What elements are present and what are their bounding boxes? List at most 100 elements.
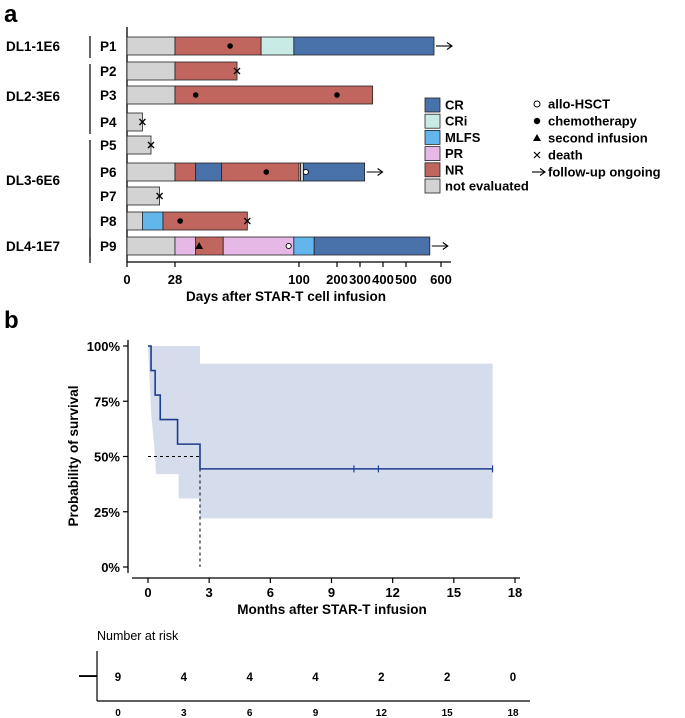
b-x-tick-label: 6 — [267, 585, 274, 600]
survival-curve — [148, 345, 493, 470]
b-x-tick-label: 3 — [206, 585, 213, 600]
legend-symbol-arrow — [532, 168, 546, 176]
allo-hsct-marker — [285, 242, 292, 250]
risk-table-x-tick-label: 6 — [247, 708, 253, 718]
a-patient-label: P3 — [100, 88, 117, 103]
a-bar-segment — [293, 236, 315, 256]
legend-swatch-cr — [424, 97, 441, 113]
risk-count: 0 — [510, 672, 516, 684]
a-patient-label: P1 — [100, 39, 117, 54]
chemotherapy-marker — [177, 218, 183, 224]
b-y-tick-label: 50% — [94, 450, 120, 465]
legend-swatch-mlfs — [424, 129, 441, 145]
legend-label: second infusion — [548, 131, 648, 146]
panel-b-x-axis-label: Months after STAR-T infusion — [237, 602, 426, 617]
a-bar-segment — [126, 162, 176, 182]
follow-up-arrow — [431, 242, 449, 250]
a-patient-label: P8 — [100, 214, 117, 229]
death-marker — [243, 217, 251, 225]
risk-table-x-tick-label: 12 — [376, 708, 388, 718]
risk-count: 4 — [312, 672, 319, 684]
a-patient-label: P7 — [100, 189, 117, 204]
b-y-tick-label: 100% — [87, 339, 121, 354]
a-bar-segment — [162, 211, 248, 231]
a-group-label: DL3-6E6 — [6, 173, 61, 188]
legend-label: chemotherapy — [548, 114, 638, 129]
legend-label: not evaluated — [445, 179, 529, 194]
panel-a-swimmer-plot: 0 28 100 200 300 400 500 600 DL1-1E6 DL2-3E6 DL3-6… — [6, 27, 453, 287]
risk-table-strata-symbol: — — [79, 665, 97, 685]
panel-a-label: a — [4, 1, 18, 28]
confidence-interval-band — [148, 346, 493, 519]
chemotherapy-marker — [227, 43, 233, 49]
legend-label: PR — [445, 146, 464, 161]
risk-table-x-tick-label: 18 — [507, 708, 519, 718]
a-bar-segment — [174, 85, 374, 105]
a-x-tick-label: 28 — [168, 272, 182, 287]
legend-label: CR — [445, 98, 464, 113]
legend-symbol-allo-hsct — [533, 100, 541, 108]
chemotherapy-marker — [192, 92, 199, 98]
death-marker — [233, 67, 241, 75]
a-bar-segment — [221, 162, 300, 182]
death-marker — [147, 141, 155, 149]
a-group-label: DL2-3E6 — [6, 89, 61, 104]
b-y-tick-label: 0% — [101, 560, 120, 575]
a-bar-segment — [126, 112, 143, 132]
a-bar-segment — [126, 135, 152, 155]
second-infusion-marker — [195, 242, 204, 249]
legend-swatch-pr — [424, 146, 441, 162]
a-bar-segment — [174, 236, 197, 256]
a-x-tick-label: 200 — [326, 272, 348, 287]
panel-a-x-axis-label: Days after STAR-T cell infusion — [186, 289, 386, 304]
b-x-tick-label: 18 — [508, 585, 522, 600]
a-bar-segment — [174, 36, 262, 56]
b-x-tick-label: 0 — [144, 585, 151, 600]
risk-count: 2 — [378, 672, 384, 684]
death-marker — [156, 192, 164, 200]
legend-label: follow-up ongoing — [548, 165, 661, 180]
a-patient-label: P6 — [100, 165, 117, 180]
risk-table-x-tick-label: 3 — [181, 708, 187, 718]
legend-label: death — [548, 148, 583, 163]
risk-table-title: Number at risk — [97, 629, 179, 643]
b-x-tick-label: 12 — [385, 585, 399, 600]
legend-symbol-death — [533, 151, 541, 159]
b-y-tick-label: 25% — [94, 505, 120, 520]
chemotherapy-marker — [334, 92, 340, 98]
legend-label: CRi — [445, 114, 467, 129]
a-bar-segment — [260, 36, 295, 56]
a-x-tick-label: 300 — [349, 272, 371, 287]
panel-b-label: b — [4, 307, 19, 334]
chemotherapy-marker — [263, 169, 270, 175]
a-bar-segment — [174, 61, 238, 81]
risk-table: — 9 4 4 4 2 2 0 0 3 6 9 12 15 18 — [79, 651, 530, 718]
a-bar-segment — [174, 162, 197, 182]
legend-symbol-second-infusion — [533, 134, 541, 141]
death-marker — [138, 118, 146, 126]
a-x-tick-label: 600 — [430, 272, 452, 287]
risk-table-x-tick-label: 9 — [313, 708, 319, 718]
a-patient-label: P9 — [100, 239, 117, 254]
risk-count: 4 — [246, 672, 253, 684]
a-bar-segment — [293, 36, 435, 56]
a-bar-segment — [126, 85, 176, 105]
risk-table-x-tick-label: 15 — [442, 708, 454, 718]
a-bar-segment — [195, 162, 222, 182]
a-bar-segment — [126, 61, 176, 81]
legend-swatch-nr — [424, 162, 441, 178]
a-bar-segment — [313, 236, 431, 256]
a-bar-segment — [126, 36, 176, 56]
legend-symbol-chemotherapy — [533, 117, 541, 125]
a-bar-segment — [126, 211, 143, 231]
a-bar-segment — [142, 211, 164, 231]
a-bar-segment — [222, 236, 295, 256]
a-group-label: DL4-1E7 — [6, 239, 60, 254]
a-x-tick-label: 500 — [395, 272, 417, 287]
legend-label: NR — [445, 162, 464, 177]
b-x-tick-label: 15 — [447, 585, 461, 600]
a-group-label: DL1-1E6 — [6, 39, 61, 54]
a-x-tick-label: 100 — [288, 272, 310, 287]
